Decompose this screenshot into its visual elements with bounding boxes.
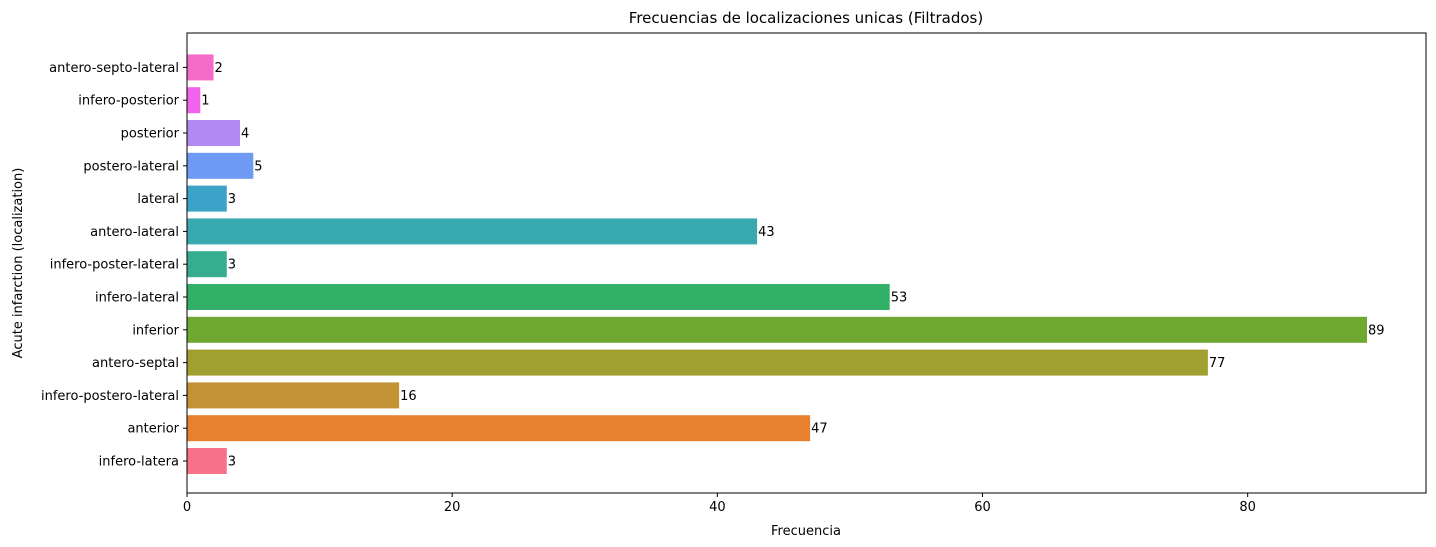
y-tick-label: infero-latera bbox=[99, 455, 179, 470]
x-tick-label: 40 bbox=[709, 500, 726, 515]
bar-infero-lateral bbox=[187, 284, 890, 310]
bar-antero-septal bbox=[187, 349, 1208, 376]
data-label-antero-septo-lateral: 2 bbox=[215, 61, 223, 76]
y-tick-label: infero-postero-lateral bbox=[41, 389, 179, 404]
y-tick-label: postero-lateral bbox=[83, 159, 179, 174]
y-axis-label: Acute infarction (localization) bbox=[11, 168, 26, 359]
y-tick-label: antero-septal bbox=[92, 356, 179, 371]
y-tick-label: infero-poster-lateral bbox=[50, 258, 179, 273]
data-label-postero-lateral: 5 bbox=[254, 159, 262, 174]
bars-group: 3 47 16 77 89 53 3 43 3 5 4 1 2 bbox=[187, 54, 1385, 474]
bar-anterior bbox=[187, 415, 811, 442]
y-tick-label: posterior bbox=[121, 127, 180, 142]
y-tick-label: anterior bbox=[127, 422, 179, 437]
data-label-infero-lateral: 53 bbox=[891, 291, 908, 306]
y-tick-label: antero-lateral bbox=[90, 225, 179, 240]
data-label-infero-posterior: 1 bbox=[201, 94, 209, 109]
bar-infero-posterior bbox=[187, 87, 201, 114]
y-tick-label: inferior bbox=[132, 323, 179, 338]
bar-antero-septo-lateral bbox=[187, 54, 214, 81]
bar-infero-latera bbox=[187, 448, 227, 474]
plot-area-frame bbox=[186, 32, 1427, 494]
data-label-antero-septal: 77 bbox=[1209, 356, 1226, 371]
x-axis-ticks: 0 20 40 60 80 bbox=[183, 493, 1256, 515]
bar-antero-lateral bbox=[187, 218, 758, 245]
x-tick-label: 80 bbox=[1239, 500, 1256, 515]
data-label-antero-lateral: 43 bbox=[758, 225, 775, 240]
y-axis-ticks: infero-latera anterior infero-postero-late… bbox=[41, 61, 187, 470]
data-label-lateral: 3 bbox=[228, 192, 236, 207]
data-label-infero-postero-lateral: 16 bbox=[400, 389, 417, 404]
x-tick-label: 0 bbox=[183, 500, 191, 515]
bar-postero-lateral bbox=[187, 152, 254, 179]
data-label-infero-poster-lateral: 3 bbox=[228, 258, 236, 273]
y-tick-label: infero-posterior bbox=[78, 94, 179, 109]
y-tick-label: antero-septo-lateral bbox=[49, 61, 179, 76]
bar-posterior bbox=[187, 120, 241, 146]
bar-infero-poster-lateral bbox=[187, 251, 227, 278]
data-label-inferior: 89 bbox=[1368, 323, 1385, 338]
chart-title: Frecuencias de localizaciones unicas (Fi… bbox=[629, 9, 983, 27]
bar-infero-postero-lateral bbox=[187, 382, 400, 409]
data-label-anterior: 47 bbox=[811, 422, 828, 437]
y-tick-label: lateral bbox=[137, 192, 179, 207]
x-tick-label: 20 bbox=[444, 500, 461, 515]
bar-lateral bbox=[187, 185, 227, 212]
x-tick-label: 60 bbox=[974, 500, 991, 515]
bar-inferior bbox=[187, 316, 1367, 343]
x-axis-label: Frecuencia bbox=[771, 524, 841, 539]
data-label-infero-latera: 3 bbox=[228, 455, 236, 470]
y-tick-label: infero-lateral bbox=[95, 291, 179, 306]
data-label-posterior: 4 bbox=[241, 127, 249, 142]
